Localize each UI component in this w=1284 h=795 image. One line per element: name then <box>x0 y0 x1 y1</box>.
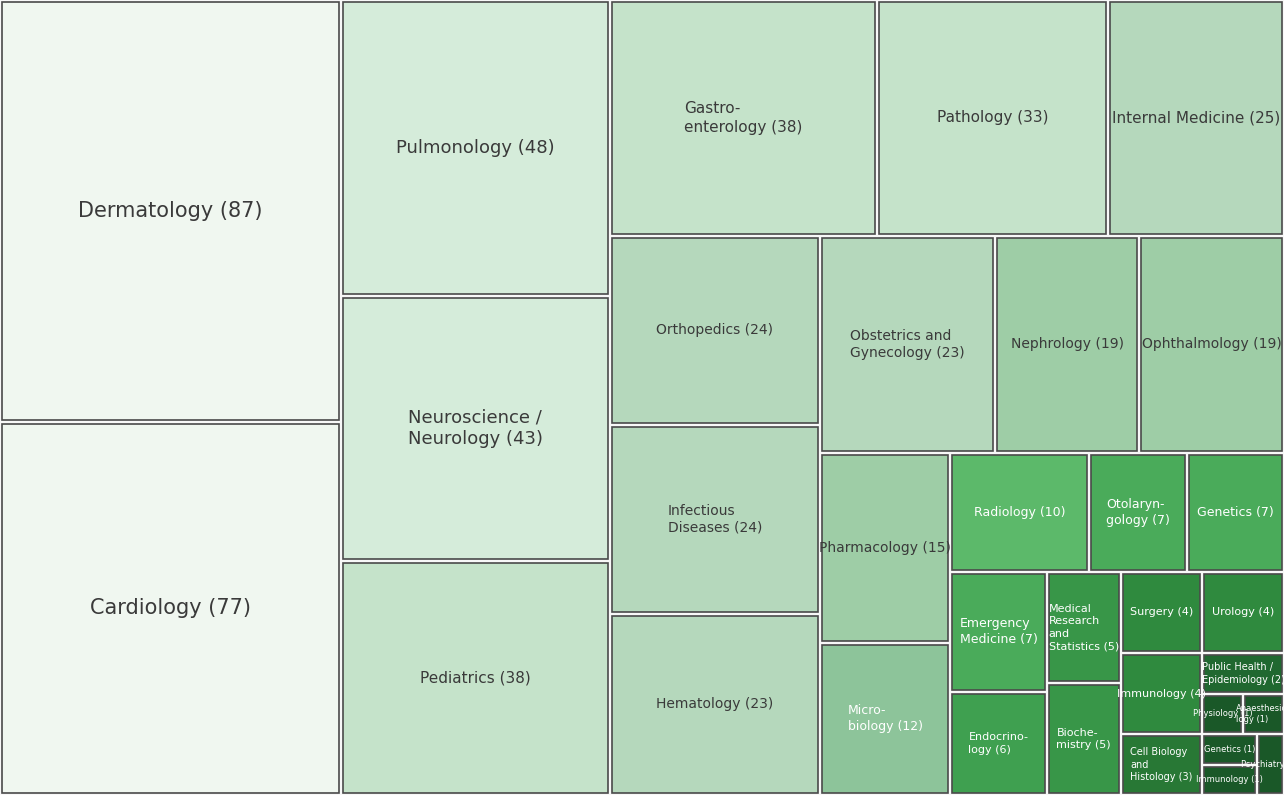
Bar <box>953 455 1088 570</box>
Text: Dermatology (87): Dermatology (87) <box>78 201 263 221</box>
Bar <box>343 563 607 793</box>
Bar <box>343 2 607 294</box>
Text: Public Health /
Epidemiology (2): Public Health / Epidemiology (2) <box>1202 662 1284 684</box>
Bar <box>611 238 818 423</box>
Text: Internal Medicine (25): Internal Medicine (25) <box>1112 111 1280 126</box>
Bar <box>1049 685 1118 793</box>
Bar <box>953 694 1045 793</box>
Bar <box>3 424 339 793</box>
Bar <box>343 298 607 559</box>
Bar <box>1122 574 1201 651</box>
Bar <box>878 2 1107 234</box>
Bar <box>953 574 1045 690</box>
Bar <box>1111 2 1281 234</box>
Text: Obstetrics and
Gynecology (23): Obstetrics and Gynecology (23) <box>850 328 964 360</box>
Text: Orthopedics (24): Orthopedics (24) <box>656 323 773 337</box>
Text: Nephrology (19): Nephrology (19) <box>1011 337 1124 351</box>
Bar <box>1204 736 1254 762</box>
Text: Psychiatry (1): Psychiatry (1) <box>1242 760 1284 769</box>
Bar <box>1122 655 1201 732</box>
Bar <box>3 2 339 420</box>
Text: Cell Biology
and
Histology (3): Cell Biology and Histology (3) <box>1130 747 1193 782</box>
Bar <box>822 238 993 451</box>
Bar <box>822 645 949 793</box>
Bar <box>1204 574 1281 651</box>
Bar <box>1189 455 1281 570</box>
Text: Genetics (7): Genetics (7) <box>1197 506 1274 519</box>
Bar <box>1204 696 1242 732</box>
Text: Cardiology (77): Cardiology (77) <box>90 599 252 619</box>
Text: Endocrino-
logy (6): Endocrino- logy (6) <box>968 732 1028 754</box>
Text: Hematology (23): Hematology (23) <box>656 697 773 712</box>
Text: Urology (4): Urology (4) <box>1212 607 1274 618</box>
Text: Immunology (1): Immunology (1) <box>1197 775 1263 785</box>
Bar <box>1245 696 1281 732</box>
Text: Anaesthesio-
logy (1): Anaesthesio- logy (1) <box>1236 704 1284 724</box>
Bar <box>611 427 818 612</box>
Text: Emergency
Medicine (7): Emergency Medicine (7) <box>959 618 1037 646</box>
Bar <box>611 2 874 234</box>
Text: Pediatrics (38): Pediatrics (38) <box>420 670 530 685</box>
Text: Physiology (1): Physiology (1) <box>1193 709 1253 719</box>
Text: Otolaryn-
gology (7): Otolaryn- gology (7) <box>1106 498 1170 527</box>
Text: Neuroscience /
Neurology (43): Neuroscience / Neurology (43) <box>408 408 543 448</box>
Text: Pathology (33): Pathology (33) <box>937 111 1048 126</box>
Text: Ophthalmology (19): Ophthalmology (19) <box>1141 337 1281 351</box>
Bar <box>1204 766 1254 793</box>
Text: Pulmonology (48): Pulmonology (48) <box>397 139 555 157</box>
Bar <box>1204 655 1281 692</box>
Bar <box>1141 238 1281 451</box>
Bar <box>1091 455 1185 570</box>
Text: Infectious
Diseases (24): Infectious Diseases (24) <box>668 503 761 535</box>
Bar <box>1258 736 1281 793</box>
Text: Immunology (4): Immunology (4) <box>1117 688 1206 699</box>
Bar <box>822 455 949 641</box>
Bar <box>1049 574 1118 681</box>
Text: Gastro-
enterology (38): Gastro- enterology (38) <box>684 101 802 134</box>
Text: Micro-
biology (12): Micro- biology (12) <box>847 704 922 734</box>
Bar <box>611 616 818 793</box>
Text: Medical
Research
and
Statistics (5): Medical Research and Statistics (5) <box>1049 604 1118 651</box>
Text: Pharmacology (15): Pharmacology (15) <box>819 541 951 555</box>
Text: Bioche-
mistry (5): Bioche- mistry (5) <box>1057 728 1111 750</box>
Text: Radiology (10): Radiology (10) <box>975 506 1066 519</box>
Bar <box>996 238 1138 451</box>
Bar <box>1122 736 1201 793</box>
Text: Genetics (1): Genetics (1) <box>1204 745 1256 754</box>
Text: Surgery (4): Surgery (4) <box>1130 607 1193 618</box>
